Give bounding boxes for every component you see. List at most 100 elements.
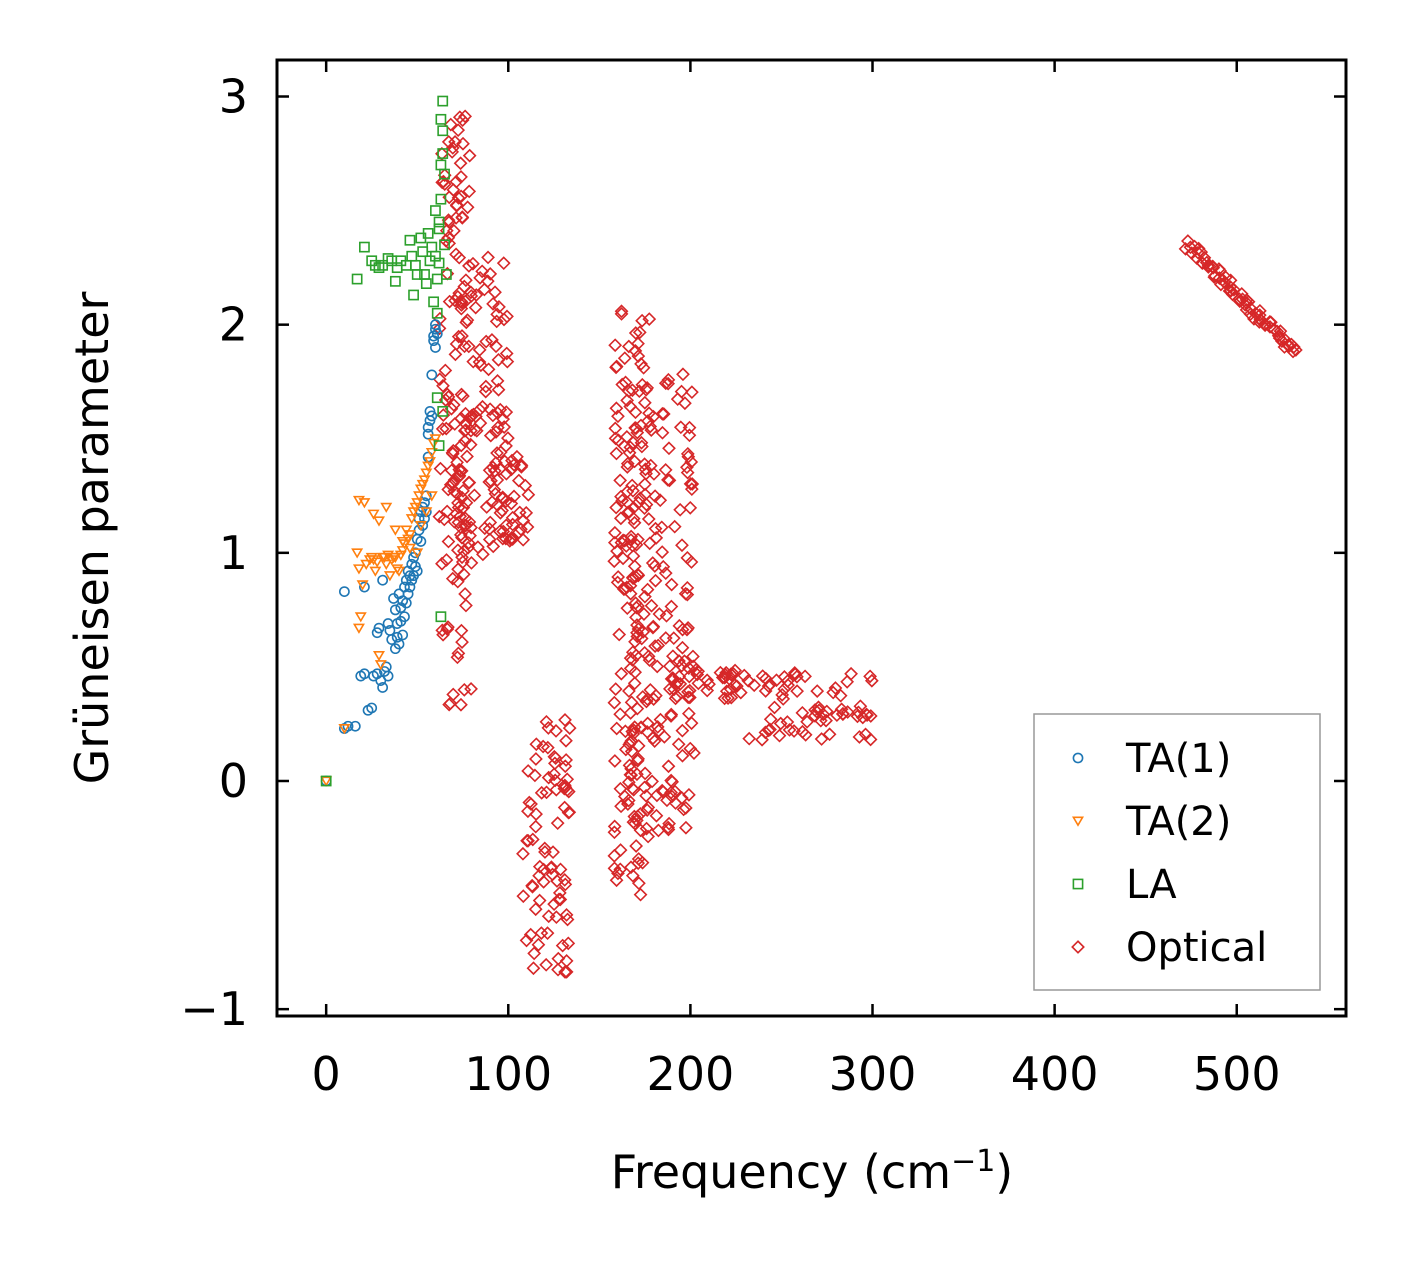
data-point xyxy=(558,965,572,979)
data-point xyxy=(454,294,468,309)
data-point xyxy=(460,200,475,215)
data-point xyxy=(453,156,468,171)
data-point xyxy=(626,435,641,450)
data-point xyxy=(562,721,577,735)
data-point xyxy=(529,752,543,766)
data-point xyxy=(686,649,700,664)
data-point xyxy=(352,564,365,575)
data-point xyxy=(352,623,365,634)
x-tick-label: 100 xyxy=(464,1047,552,1101)
data-point xyxy=(781,678,795,693)
data-point xyxy=(367,555,380,566)
data-point xyxy=(439,239,450,251)
data-point xyxy=(455,210,470,225)
data-point xyxy=(428,296,440,308)
data-point xyxy=(422,228,434,239)
data-point xyxy=(840,674,855,689)
data-point xyxy=(420,468,433,479)
data-point xyxy=(477,282,492,297)
data-point xyxy=(648,688,663,703)
data-point xyxy=(656,407,671,421)
data-point xyxy=(482,532,497,547)
data-point xyxy=(497,312,511,327)
data-point xyxy=(455,555,470,569)
x-axis-title-superscript: −1 xyxy=(951,1144,995,1179)
data-point xyxy=(497,420,512,434)
data-point xyxy=(685,385,699,400)
data-point xyxy=(620,797,635,811)
data-point xyxy=(548,751,563,765)
data-point xyxy=(607,825,622,840)
data-point xyxy=(555,938,570,953)
data-point xyxy=(496,524,511,539)
data-point xyxy=(630,753,645,768)
x-axis-title: Frequency (cm−1) xyxy=(611,1144,1014,1199)
legend-label: TA(1) xyxy=(1125,736,1231,782)
data-point xyxy=(631,856,646,871)
data-point xyxy=(338,586,350,598)
data-point xyxy=(440,387,455,402)
data-point xyxy=(609,401,624,416)
data-point xyxy=(493,445,508,460)
data-point xyxy=(507,489,521,504)
data-point xyxy=(393,638,405,650)
data-point xyxy=(664,773,679,788)
data-point xyxy=(486,296,500,311)
data-point xyxy=(456,567,471,582)
data-point xyxy=(681,690,696,705)
x-tick-label: 400 xyxy=(1011,1047,1099,1101)
data-point xyxy=(504,496,519,511)
data-point xyxy=(636,624,651,639)
data-point xyxy=(787,724,801,738)
data-point xyxy=(607,819,622,834)
data-point xyxy=(430,342,441,353)
data-point xyxy=(634,631,649,646)
data-point xyxy=(445,476,460,491)
data-point xyxy=(451,191,466,205)
data-point xyxy=(482,522,497,536)
data-point xyxy=(772,728,787,743)
data-point xyxy=(450,543,465,558)
x-tick-label: 0 xyxy=(312,1047,341,1101)
data-point xyxy=(775,687,790,702)
data-point xyxy=(741,673,756,688)
data-point xyxy=(459,273,473,288)
data-point xyxy=(404,234,416,246)
data-point xyxy=(626,511,641,526)
data-point xyxy=(463,528,477,543)
data-point xyxy=(625,724,640,739)
data-point xyxy=(763,722,777,737)
data-point xyxy=(640,582,655,597)
data-point xyxy=(635,855,650,870)
data-point xyxy=(649,808,664,823)
data-point xyxy=(671,737,686,752)
data-point xyxy=(435,113,447,125)
data-point xyxy=(458,109,472,124)
data-point xyxy=(430,205,441,216)
data-point xyxy=(472,355,487,369)
data-point xyxy=(525,879,540,894)
data-point xyxy=(439,168,450,180)
data-point xyxy=(662,681,677,696)
data-point xyxy=(633,887,648,902)
data-point xyxy=(541,909,556,924)
data-point xyxy=(607,554,622,569)
data-point xyxy=(503,532,518,546)
data-point xyxy=(451,123,466,138)
data-point xyxy=(504,462,519,477)
data-point xyxy=(552,886,567,900)
data-point xyxy=(614,304,629,319)
data-point xyxy=(612,627,627,642)
data-point xyxy=(433,257,445,269)
data-point xyxy=(464,682,478,696)
data-point xyxy=(631,336,645,351)
data-point xyxy=(431,328,443,340)
data-point xyxy=(721,691,735,705)
data-point xyxy=(389,604,401,616)
y-tick-label: 0 xyxy=(219,754,248,808)
data-point xyxy=(459,598,473,613)
data-point xyxy=(637,501,652,516)
data-point xyxy=(532,893,547,908)
data-point xyxy=(455,113,470,128)
data-point xyxy=(661,822,676,837)
